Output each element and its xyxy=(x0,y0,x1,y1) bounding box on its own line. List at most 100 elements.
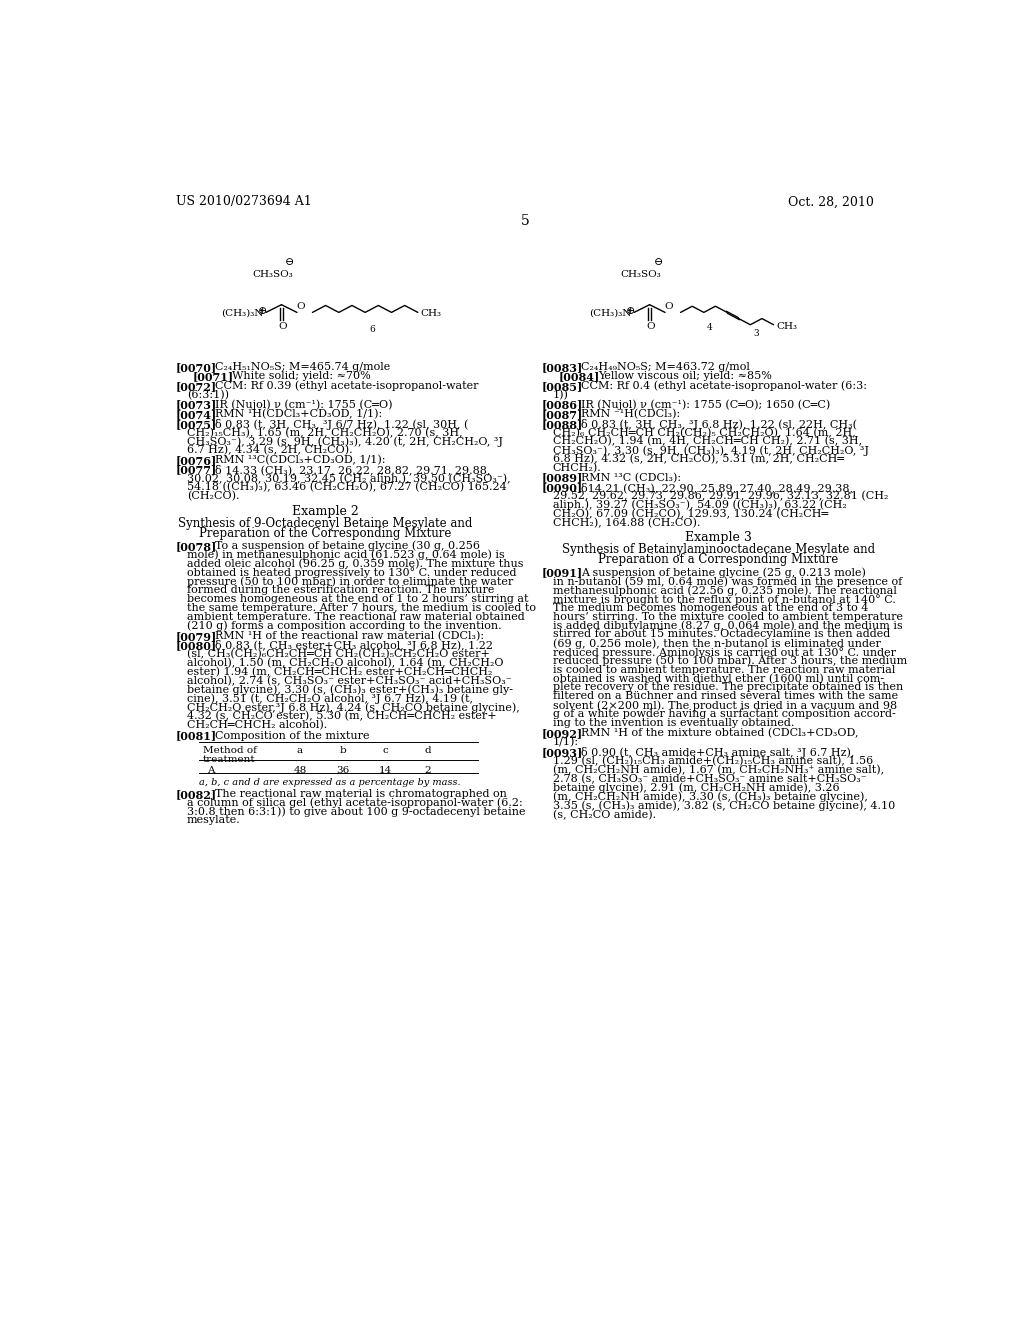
Text: 4: 4 xyxy=(707,323,713,333)
Text: Synthesis of 9-Octadecenyl Betaine Mesylate and: Synthesis of 9-Octadecenyl Betaine Mesyl… xyxy=(178,517,473,529)
Text: 6: 6 xyxy=(369,325,375,334)
Text: (210 g) forms a composition according to the invention.: (210 g) forms a composition according to… xyxy=(187,620,502,631)
Text: Preparation of the Corresponding Mixture: Preparation of the Corresponding Mixture xyxy=(200,527,452,540)
Text: 6.8 Hz), 4.32 (s, 2H, CH₂CO), 5.31 (m, 2H, CH₂CH═: 6.8 Hz), 4.32 (s, 2H, CH₂CO), 5.31 (m, 2… xyxy=(553,454,844,465)
Text: δ 0.83 (t, 3H, CH₃, ³J 6.8 Hz), 1.22 (sl, 22H, CH₃(: δ 0.83 (t, 3H, CH₃, ³J 6.8 Hz), 1.22 (sl… xyxy=(581,418,857,430)
Text: ⊕: ⊕ xyxy=(257,306,267,315)
Text: is cooled to ambient temperature. The reaction raw material: is cooled to ambient temperature. The re… xyxy=(553,665,895,675)
Text: hours’ stirring. To the mixture cooled to ambient temperature: hours’ stirring. To the mixture cooled t… xyxy=(553,611,903,622)
Text: [0072]: [0072] xyxy=(176,381,217,392)
Text: RMN ¹H(CDCl₃+CD₃OD, 1/1):: RMN ¹H(CDCl₃+CD₃OD, 1/1): xyxy=(215,409,382,420)
Text: δ14.21 (CH₃), 22.90, 25.89, 27.40, 28.49, 29.38,: δ14.21 (CH₃), 22.90, 25.89, 27.40, 28.49… xyxy=(581,482,853,492)
Text: CHCH₂), 164.88 (CH₂CO).: CHCH₂), 164.88 (CH₂CO). xyxy=(553,517,700,528)
Text: mole) in methanesulphonic acid (61.523 g, 0.64 mole) is: mole) in methanesulphonic acid (61.523 g… xyxy=(187,549,505,560)
Text: ambient temperature. The reactional raw material obtained: ambient temperature. The reactional raw … xyxy=(187,611,524,622)
Text: A: A xyxy=(207,766,215,775)
Text: b: b xyxy=(339,746,346,755)
Text: 48: 48 xyxy=(294,766,306,775)
Text: δ 14.33 (CH₃), 23.17, 26.22, 28.82, 29.71, 29.88,: δ 14.33 (CH₃), 23.17, 26.22, 28.82, 29.7… xyxy=(215,465,490,475)
Text: treatment: treatment xyxy=(203,755,256,764)
Text: a column of silica gel (ethyl acetate-isopropanol-water (6.2:: a column of silica gel (ethyl acetate-is… xyxy=(187,797,522,808)
Text: stirred for about 15 minutes. Octadecylamine is then added: stirred for about 15 minutes. Octadecyla… xyxy=(553,630,890,639)
Text: ester) 1.94 (m, CH₂CH═CHCH₂ ester+CH₂CH═CHCH₂: ester) 1.94 (m, CH₂CH═CHCH₂ ester+CH₂CH═… xyxy=(187,667,493,677)
Text: CH₃SO₃: CH₃SO₃ xyxy=(621,271,660,279)
Text: To a suspension of betaine glycine (30 g, 0.256: To a suspension of betaine glycine (30 g… xyxy=(215,541,480,552)
Text: alcohol), 1.50 (m, CH₂CH₂O alcohol), 1.64 (m, CH₂CH₂O: alcohol), 1.50 (m, CH₂CH₂O alcohol), 1.6… xyxy=(187,659,504,668)
Text: Yellow viscous oil; yield: ≈85%: Yellow viscous oil; yield: ≈85% xyxy=(598,371,771,381)
Text: [0080]: [0080] xyxy=(176,640,217,652)
Text: mesylate.: mesylate. xyxy=(187,816,241,825)
Text: the same temperature. After 7 hours, the medium is cooled to: the same temperature. After 7 hours, the… xyxy=(187,603,536,612)
Text: [0088]: [0088] xyxy=(542,418,583,430)
Text: [0093]: [0093] xyxy=(542,747,583,759)
Text: [0074]: [0074] xyxy=(176,409,217,420)
Text: [0084]: [0084] xyxy=(559,371,600,383)
Text: [0079]: [0079] xyxy=(176,631,217,642)
Text: O: O xyxy=(296,302,305,310)
Text: δ 0.83 (t, 3H, CH₃, ³J 6/7 Hz), 1.22 (sl, 30H, (: δ 0.83 (t, 3H, CH₃, ³J 6/7 Hz), 1.22 (sl… xyxy=(215,418,468,430)
Text: [0091]: [0091] xyxy=(542,568,583,578)
Text: Synthesis of Betainylaminooctadecane Mesylate and: Synthesis of Betainylaminooctadecane Mes… xyxy=(562,544,876,557)
Text: 29.52, 29.62, 29.73, 29.86, 29.91, 29.96, 32.13, 32.81 (CH₂: 29.52, 29.62, 29.73, 29.86, 29.91, 29.96… xyxy=(553,491,888,502)
Text: RMN ⁻¹H(CDCl₃):: RMN ⁻¹H(CDCl₃): xyxy=(581,409,680,420)
Text: 1.29 (sl, (CH₂)₁₅CH₃ amide+(CH₂)₁₅CH₃ amine salt), 1.56: 1.29 (sl, (CH₂)₁₅CH₃ amide+(CH₂)₁₅CH₃ am… xyxy=(553,756,872,767)
Text: formed during the esterification reaction. The mixture: formed during the esterification reactio… xyxy=(187,585,495,595)
Text: Composition of the mixture: Composition of the mixture xyxy=(215,730,370,741)
Text: obtained is washed with diethyl ether (1600 ml) until com-: obtained is washed with diethyl ether (1… xyxy=(553,673,884,684)
Text: 2: 2 xyxy=(425,766,431,775)
Text: solvent (2⨯200 ml). The product is dried in a vacuum and 98: solvent (2⨯200 ml). The product is dried… xyxy=(553,700,897,710)
Text: c: c xyxy=(382,746,388,755)
Text: 2.78 (s, CH₃SO₃⁻ amide+CH₃SO₃⁻ amine salt+CH₃SO₃⁻: 2.78 (s, CH₃SO₃⁻ amide+CH₃SO₃⁻ amine sal… xyxy=(553,774,866,784)
Text: (CH₃)₃N: (CH₃)₃N xyxy=(589,309,632,318)
Text: 6.7 Hz), 4.34 (s, 2H, CH₂CO).: 6.7 Hz), 4.34 (s, 2H, CH₂CO). xyxy=(187,445,352,455)
Text: C₂₄H₅₁NO₅S; M=465.74 g/mole: C₂₄H₅₁NO₅S; M=465.74 g/mole xyxy=(215,363,390,372)
Text: betaine glycine), 2.91 (m, CH₂CH₂NH amide), 3.26: betaine glycine), 2.91 (m, CH₂CH₂NH amid… xyxy=(553,783,840,793)
Text: RMN ¹³C (CDCl₃):: RMN ¹³C (CDCl₃): xyxy=(581,473,681,483)
Text: CH₃SO₃: CH₃SO₃ xyxy=(252,271,293,279)
Text: (CH₂CO).: (CH₂CO). xyxy=(187,491,240,502)
Text: CHCH₂).: CHCH₂). xyxy=(553,463,601,474)
Text: CH₃SO₃⁻), 3.29 (s, 9H, (CH₃)₃), 4.20 (t, 2H, CH₂CH₂O, ³J: CH₃SO₃⁻), 3.29 (s, 9H, (CH₃)₃), 4.20 (t,… xyxy=(187,437,503,447)
Text: 3:0.8 then 6:3:1)) to give about 100 g 9-octadecenyl betaine: 3:0.8 then 6:3:1)) to give about 100 g 9… xyxy=(187,807,525,817)
Text: RMN ¹H of the reactional raw material (CDCl₃):: RMN ¹H of the reactional raw material (C… xyxy=(215,631,484,642)
Text: The reactional raw material is chromatographed on: The reactional raw material is chromatog… xyxy=(215,788,507,799)
Text: 36: 36 xyxy=(336,766,349,775)
Text: (CH₃)₃N: (CH₃)₃N xyxy=(221,309,263,318)
Text: CH₂O), 67.09 (CH₂CO), 129.93, 130.24 (CH₂CH═: CH₂O), 67.09 (CH₂CO), 129.93, 130.24 (CH… xyxy=(553,508,828,519)
Text: (s, CH₂CO amide).: (s, CH₂CO amide). xyxy=(553,809,655,820)
Text: [0089]: [0089] xyxy=(542,473,583,483)
Text: 54.18 ((CH₃)₃), 63.46 (CH₂CH₂O), 67.27 (CH₂CO) 165.24: 54.18 ((CH₃)₃), 63.46 (CH₂CH₂O), 67.27 (… xyxy=(187,482,507,492)
Text: becomes homogeneous at the end of 1 to 2 hours’ stirring at: becomes homogeneous at the end of 1 to 2… xyxy=(187,594,528,603)
Text: cine), 3.51 (t, CH₂CH₂O alcohol, ³J 6.7 Hz), 4.19 (t,: cine), 3.51 (t, CH₂CH₂O alcohol, ³J 6.7 … xyxy=(187,693,473,704)
Text: CCM: Rf 0.4 (ethyl acetate-isopropanol-water (6:3:: CCM: Rf 0.4 (ethyl acetate-isopropanol-w… xyxy=(581,381,866,392)
Text: 30.02, 30.08, 30.19, 32.45 (CH₂ aliph.), 39.50 (CH₃SO₃⁻),: 30.02, 30.08, 30.19, 32.45 (CH₂ aliph.),… xyxy=(187,474,511,484)
Text: filtered on a Büchner and rinsed several times with the same: filtered on a Büchner and rinsed several… xyxy=(553,692,898,701)
Text: in n-butanol (59 ml, 0.64 mole) was formed in the presence of: in n-butanol (59 ml, 0.64 mole) was form… xyxy=(553,576,902,586)
Text: [0070]: [0070] xyxy=(176,363,217,374)
Text: CH₃SO₃⁻), 3.30 (s, 9H, (CH₃)₃), 4.19 (t, 2H, CH₂CH₂O, ³J: CH₃SO₃⁻), 3.30 (s, 9H, (CH₃)₃), 4.19 (t,… xyxy=(553,445,868,455)
Text: ⊕: ⊕ xyxy=(626,306,635,315)
Text: (m, CH₂CH₂NH amide), 3.30 (s, (CH₃)₃ betaine glycine),: (m, CH₂CH₂NH amide), 3.30 (s, (CH₃)₃ bet… xyxy=(553,792,867,803)
Text: pressure (50 to 100 mbar) in order to eliminate the water: pressure (50 to 100 mbar) in order to el… xyxy=(187,576,513,586)
Text: added oleic alcohol (96.25 g, 0.359 mole). The mixture thus: added oleic alcohol (96.25 g, 0.359 mole… xyxy=(187,558,523,569)
Text: [0073]: [0073] xyxy=(176,400,217,411)
Text: d: d xyxy=(425,746,431,755)
Text: IR (Nujol) ν (cm⁻¹): 1755 (C═O); 1650 (C═C): IR (Nujol) ν (cm⁻¹): 1755 (C═O); 1650 (C… xyxy=(581,400,829,411)
Text: [0085]: [0085] xyxy=(542,381,583,392)
Text: 4.32 (s, CH₂CO ester), 5.30 (m, CH₂CH═CHCH₂ ester+: 4.32 (s, CH₂CO ester), 5.30 (m, CH₂CH═CH… xyxy=(187,711,497,722)
Text: O: O xyxy=(279,322,287,330)
Text: CH₂CH₂O ester,³J 6.8 Hz), 4.24 (s, CH₂CO betaine glycine),: CH₂CH₂O ester,³J 6.8 Hz), 4.24 (s, CH₂CO… xyxy=(187,702,519,713)
Text: [0075]: [0075] xyxy=(176,418,217,430)
Text: O: O xyxy=(665,302,673,310)
Text: CH₃: CH₃ xyxy=(420,309,441,318)
Text: Example 2: Example 2 xyxy=(292,504,359,517)
Text: 3: 3 xyxy=(754,330,759,338)
Text: (m, CH₂CH₂NH amide), 1.67 (m, CH₂CH₂NH₃⁺ amine salt),: (m, CH₂CH₂NH amide), 1.67 (m, CH₂CH₂NH₃⁺… xyxy=(553,766,884,776)
Text: Example 3: Example 3 xyxy=(685,531,752,544)
Text: ⊖: ⊖ xyxy=(653,256,663,267)
Text: [0092]: [0092] xyxy=(542,729,583,739)
Text: ⊖: ⊖ xyxy=(286,256,295,267)
Text: Oct. 28, 2010: Oct. 28, 2010 xyxy=(787,195,873,209)
Text: 1)): 1)) xyxy=(553,389,568,400)
Text: (sl, CH₃(CH₂)₆CH₂CH═CH CH₂(CH₂)₅CH₂CH₂O ester+: (sl, CH₃(CH₂)₆CH₂CH═CH CH₂(CH₂)₅CH₂CH₂O … xyxy=(187,649,489,660)
